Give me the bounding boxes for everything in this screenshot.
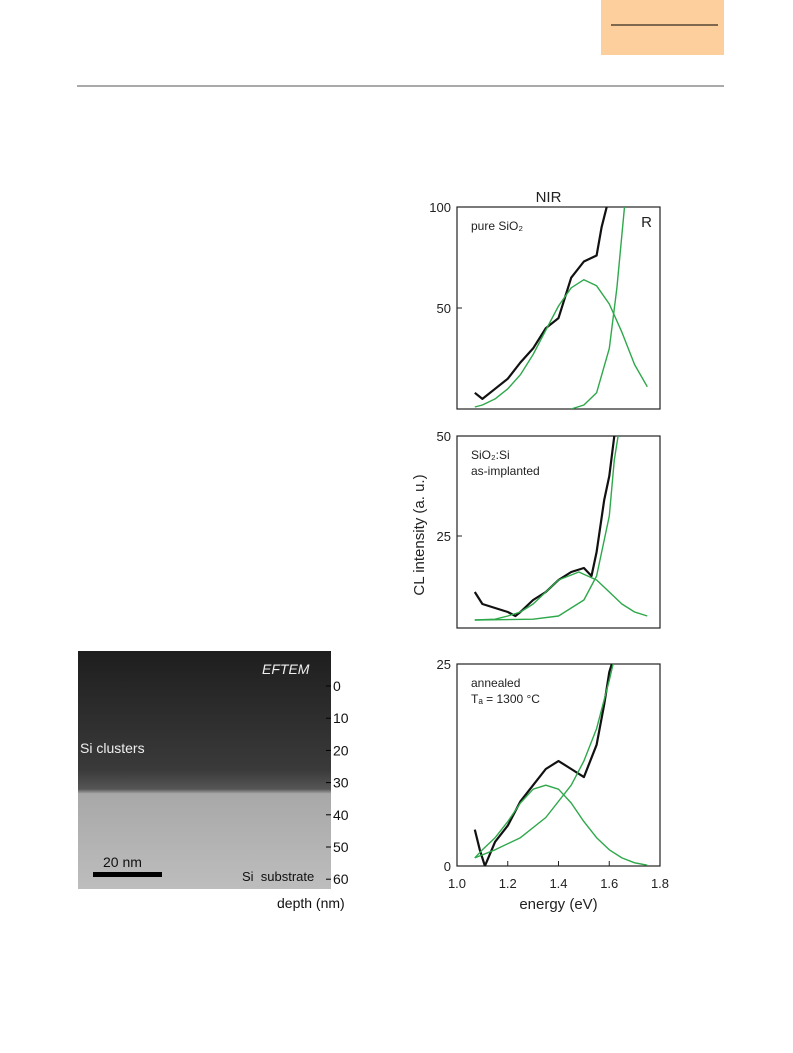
y-tick-label: 100 [429,200,451,215]
measured-line [474,207,608,400]
annotation: as-implanted [471,464,540,478]
image-label: Si substrate [242,869,314,884]
chart-title: NIR [536,189,562,206]
y-tick-label: 0 [444,859,451,874]
depth-tick-label: 40 [333,807,349,823]
x-tick-label: 1.6 [600,876,618,891]
plot-frame [456,206,661,410]
scale-bar [93,872,162,877]
y-tick-label: 25 [437,529,451,544]
depth-tick-label: 60 [333,871,349,887]
image-label: Si clusters [80,740,145,756]
x-axis-label: energy (eV) [519,896,597,913]
fit-line [474,571,648,621]
annotation: R [641,214,652,231]
depth-tick-label: 30 [333,775,349,791]
eftem-image [78,651,331,889]
y-tick-label: 50 [437,301,451,316]
y-tick-label: 25 [437,657,451,672]
x-tick-label: 1.0 [448,876,466,891]
x-tick-label: 1.4 [549,876,567,891]
depth-tick-label: 10 [333,710,349,726]
annotation: Tₐ = 1300 °C [471,692,540,706]
depth-label: depth (nm) [277,895,345,911]
plot-frame [456,435,661,629]
annotation: SiO₂:Si [471,448,510,462]
depth-tick-label: 50 [333,839,349,855]
scale-bar-label: 20 nm [103,854,142,870]
x-tick-label: 1.2 [499,876,517,891]
annotation: annealed [471,676,520,690]
fit-line [474,664,614,859]
x-tick-label: 1.8 [651,876,669,891]
y-tick-label: 50 [437,429,451,444]
y-axis-label: CL intensity (a. u.) [411,474,428,595]
measured-line [473,664,613,866]
image-title: EFTEM [262,661,310,677]
fit-line [474,279,648,408]
fit-line [474,784,648,866]
depth-tick-label: 0 [333,678,341,694]
measured-line [473,436,616,618]
annotation: pure SiO₂ [471,219,523,233]
fit-line [474,436,619,621]
header-box [601,0,724,55]
fit-line [570,207,626,409]
depth-tick-label: 20 [333,742,349,758]
